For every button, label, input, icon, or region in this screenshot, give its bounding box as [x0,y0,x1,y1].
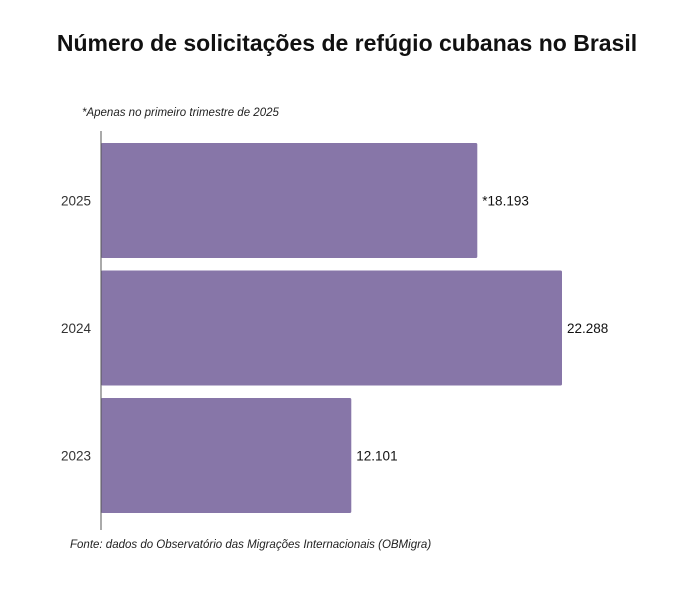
bar-2025 [101,143,478,258]
y-tick-label-2024: 2024 [61,321,92,336]
data-label-2024: 22.288 [567,321,608,336]
data-label-2023: 12.101 [356,449,397,464]
chart-note: *Apenas no primeiro trimestre de 2025 [82,107,279,119]
chart-title: Número de solicitações de refúgio cubana… [56,30,638,56]
bars-group: 2025 *18.193 2024 22.288 2023 12.101 [61,143,608,513]
chart-source: Fonte: dados do Observatório das Migraçõ… [70,539,432,551]
bar-2023 [101,398,352,513]
y-tick-label-2023: 2023 [61,449,91,464]
data-label-2025: *18.193 [482,194,529,209]
bar-2024 [101,270,562,386]
y-tick-label-2025: 2025 [61,194,91,209]
